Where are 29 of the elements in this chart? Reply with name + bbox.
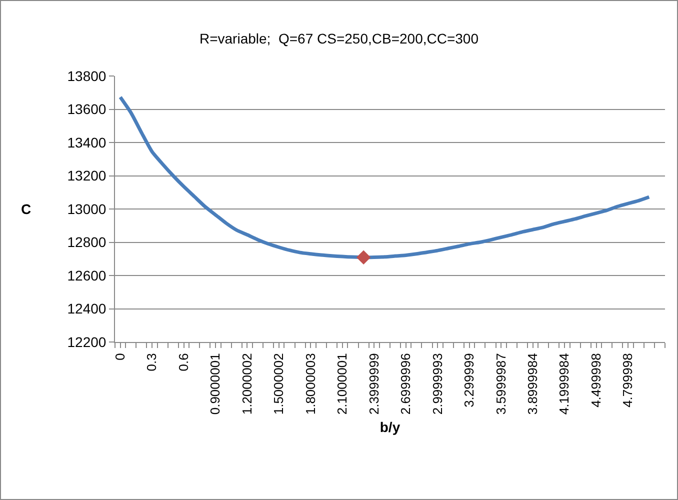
x-tick-label: 1.8000003	[302, 353, 318, 415]
x-tick-label: 3.299999	[462, 353, 477, 408]
x-tick-label: 0.6	[176, 353, 191, 372]
y-tick-label: 13200	[67, 168, 106, 184]
y-tick-label: 12600	[67, 267, 106, 284]
x-tick-label: 4.1999984	[556, 353, 572, 415]
y-axis-title: C	[21, 201, 32, 217]
chart-title: R=variable; Q=67 CS=250,CB=200,CC=300	[199, 30, 479, 46]
x-tick-label: 3.5999987	[493, 353, 508, 415]
y-tick-label: 12400	[67, 300, 106, 317]
x-axis-title: b/y	[380, 418, 400, 435]
x-tick-label: 0.3	[144, 353, 160, 372]
y-tick-label: 13000	[67, 200, 106, 217]
y-tick-label: 12800	[67, 234, 106, 250]
x-tick-label: 2.9999993	[430, 353, 445, 415]
y-tick-label: 12200	[67, 334, 106, 350]
x-tick-label: 2.1000001	[334, 353, 350, 415]
y-tick-label: 13400	[67, 134, 106, 150]
x-tick-label: 0	[112, 353, 128, 360]
x-tick-label: 1.5000002	[271, 353, 286, 415]
y-tick-label: 13600	[67, 101, 106, 118]
x-tick-label: 4.799998	[620, 353, 636, 408]
x-tick-label: 3.8999984	[525, 353, 540, 415]
x-tick-label: 2.3999999	[366, 353, 382, 415]
x-tick-label: 4.499998	[588, 353, 604, 408]
y-tick-label: 13800	[67, 68, 106, 84]
x-tick-label: 2.6999996	[398, 353, 414, 415]
x-tick-label: 1.2000002	[239, 353, 254, 415]
x-tick-label: 0.9000001	[208, 353, 223, 415]
